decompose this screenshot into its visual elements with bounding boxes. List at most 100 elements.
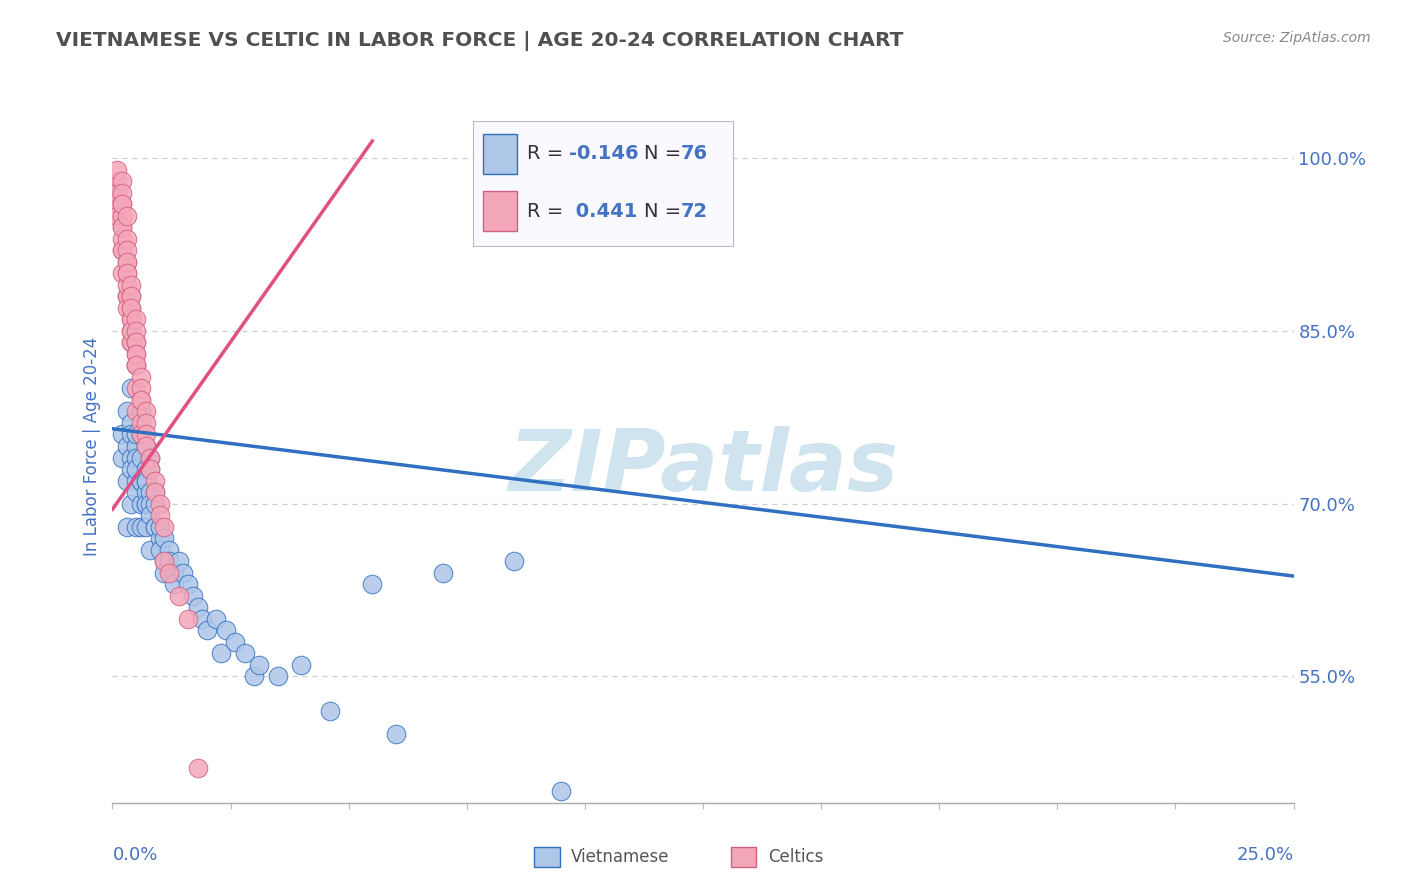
Point	[111, 209, 134, 223]
Point	[135, 485, 157, 500]
Text: 72: 72	[681, 202, 707, 220]
Point	[195, 623, 218, 637]
Text: Source: ZipAtlas.com: Source: ZipAtlas.com	[1223, 31, 1371, 45]
Point	[153, 554, 176, 568]
Point	[125, 359, 148, 373]
Point	[120, 381, 142, 395]
Point	[120, 416, 142, 430]
Point	[105, 209, 128, 223]
Point	[120, 324, 142, 338]
Point	[177, 612, 200, 626]
Point	[115, 277, 138, 292]
Point	[115, 404, 138, 418]
Point	[120, 312, 142, 326]
Point	[139, 542, 162, 557]
Point	[153, 519, 176, 533]
Point	[105, 186, 128, 200]
Point	[177, 577, 200, 591]
Point	[125, 347, 148, 361]
Point	[163, 577, 186, 591]
Point	[129, 392, 152, 407]
Point	[135, 427, 157, 442]
Point	[135, 519, 157, 533]
Point	[125, 324, 148, 338]
Point	[149, 519, 172, 533]
Bar	[484, 191, 517, 231]
Point	[125, 474, 148, 488]
Point	[139, 462, 162, 476]
Bar	[484, 134, 517, 174]
Point	[129, 370, 152, 384]
Point	[129, 404, 152, 418]
Point	[129, 381, 152, 395]
Point	[120, 312, 142, 326]
Text: R =: R =	[527, 202, 569, 220]
Point	[129, 474, 152, 488]
Point	[135, 439, 157, 453]
Point	[143, 497, 166, 511]
Point	[215, 623, 238, 637]
Point	[115, 255, 138, 269]
Point	[115, 255, 138, 269]
Point	[120, 427, 142, 442]
Point	[129, 497, 152, 511]
Point	[111, 197, 134, 211]
Point	[120, 335, 142, 350]
Point	[120, 497, 142, 511]
Point	[157, 566, 180, 580]
Point	[125, 427, 148, 442]
Point	[125, 312, 148, 326]
Point	[111, 427, 134, 442]
Text: Vietnamese: Vietnamese	[571, 848, 669, 866]
Point	[290, 657, 312, 672]
Point	[247, 657, 270, 672]
Point	[385, 727, 408, 741]
Point	[105, 197, 128, 211]
Text: N =: N =	[644, 145, 688, 163]
Point	[120, 450, 142, 465]
Point	[149, 497, 172, 511]
Point	[125, 347, 148, 361]
Point	[115, 209, 138, 223]
Point	[143, 474, 166, 488]
Point	[120, 462, 142, 476]
Point	[115, 289, 138, 303]
Point	[181, 589, 204, 603]
Point	[143, 485, 166, 500]
Text: Celtics: Celtics	[768, 848, 823, 866]
Point	[432, 566, 454, 580]
Point	[115, 289, 138, 303]
Point	[149, 542, 172, 557]
Point	[209, 646, 232, 660]
Point	[129, 474, 152, 488]
Point	[120, 335, 142, 350]
Point	[125, 439, 148, 453]
Point	[267, 669, 290, 683]
Point	[172, 566, 194, 580]
Point	[111, 244, 134, 258]
Point	[115, 301, 138, 315]
Point	[153, 554, 176, 568]
Text: 25.0%: 25.0%	[1236, 846, 1294, 863]
Text: -0.146: -0.146	[569, 145, 638, 163]
Point	[120, 277, 142, 292]
Point	[129, 450, 152, 465]
Point	[111, 220, 134, 235]
Point	[111, 244, 134, 258]
Point	[139, 450, 162, 465]
Point	[120, 289, 142, 303]
Point	[191, 612, 214, 626]
Point	[157, 554, 180, 568]
Point	[167, 554, 190, 568]
Point	[125, 335, 148, 350]
Point	[163, 566, 186, 580]
Point	[135, 404, 157, 418]
Point	[115, 244, 138, 258]
Point	[153, 566, 176, 580]
Point	[139, 497, 162, 511]
Point	[125, 359, 148, 373]
Point	[143, 519, 166, 533]
Point	[125, 335, 148, 350]
Point	[135, 474, 157, 488]
Point	[503, 554, 526, 568]
